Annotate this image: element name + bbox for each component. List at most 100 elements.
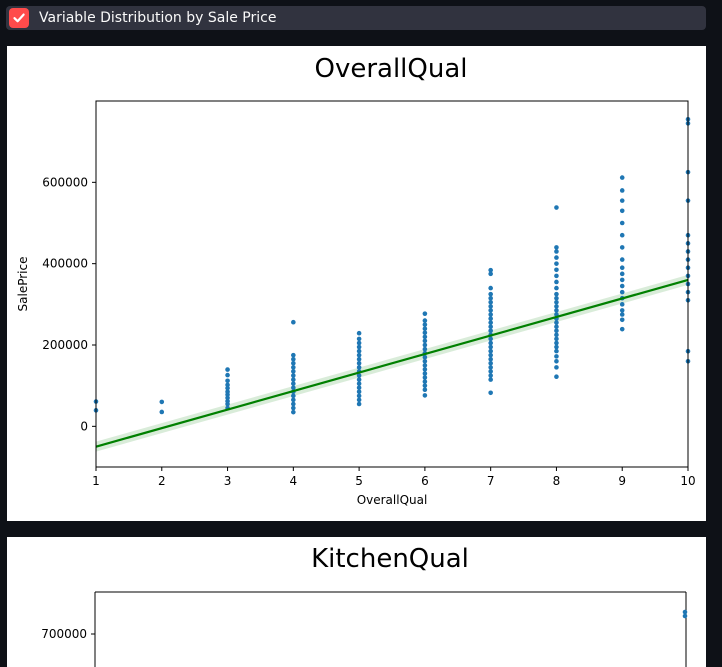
scatter-point xyxy=(291,377,296,382)
x-tick-label: 8 xyxy=(553,474,561,488)
scatter-point xyxy=(159,399,165,405)
overallqual-chart: OverallQual 1 2 3 4 5 6 7 8 9 10 0 200000 400000 60000… xyxy=(16,54,696,507)
scatter-point xyxy=(422,318,428,323)
scatter-point xyxy=(554,267,559,273)
scatter-point xyxy=(619,257,625,262)
scatter-point xyxy=(422,330,428,336)
scatter-point xyxy=(554,348,559,354)
scatter-point xyxy=(225,367,230,372)
x-axis-label: OverallQual xyxy=(357,493,428,507)
x-tick-label: 10 xyxy=(680,474,695,488)
x-tick-label: 6 xyxy=(421,474,429,488)
scatter-point xyxy=(488,348,493,354)
y-tick-label: 700000 xyxy=(41,627,87,641)
scatter-point xyxy=(619,326,625,332)
scatter-point xyxy=(554,358,559,364)
scatter-point xyxy=(488,328,493,334)
scatter-point xyxy=(554,295,559,301)
scatter-point xyxy=(356,361,362,366)
checkbox-checked-icon[interactable] xyxy=(9,8,29,28)
y-tick-label: 600000 xyxy=(42,175,88,189)
scatter-point xyxy=(619,188,625,193)
scatter-point xyxy=(488,300,493,305)
scatter-point xyxy=(356,344,362,350)
scatter-point xyxy=(488,312,493,317)
scatter-point xyxy=(619,308,625,313)
scatter-point xyxy=(488,373,493,378)
scatter-point xyxy=(554,261,559,266)
scatter-point xyxy=(291,385,296,391)
scatter-point xyxy=(291,397,296,403)
chart-title: OverallQual xyxy=(314,54,467,84)
scatter-point xyxy=(554,365,559,370)
x-tick-label: 4 xyxy=(290,474,298,488)
scatter-point xyxy=(291,361,296,366)
scatter-point xyxy=(422,311,428,316)
scatter-point xyxy=(356,401,362,407)
x-tick-label: 3 xyxy=(224,474,232,488)
scatter-point xyxy=(356,381,362,386)
scatter-point xyxy=(619,277,625,283)
scatter-point xyxy=(554,279,559,285)
scatter-point xyxy=(554,249,559,254)
y-axis-label: SalePrice xyxy=(16,257,30,312)
kitchenqual-chart-panel: KitchenQual 700000 xyxy=(7,537,706,667)
x-tick-label: 5 xyxy=(355,474,363,488)
scatter-point xyxy=(619,208,625,214)
scatter-point xyxy=(488,271,493,277)
scatter-point xyxy=(682,613,688,619)
kitchenqual-chart: KitchenQual 700000 xyxy=(41,544,688,667)
scatter-point xyxy=(554,340,559,346)
plot-frame xyxy=(95,100,689,468)
scatter-point xyxy=(554,285,559,291)
y-tick-label: 200000 xyxy=(42,338,88,352)
scatter-point xyxy=(291,409,296,415)
scatter-point xyxy=(619,302,625,307)
scatter-point xyxy=(554,336,559,342)
scatter-point xyxy=(356,397,362,403)
scatter-point xyxy=(225,378,230,384)
scatter-point xyxy=(356,393,362,399)
scatter-point xyxy=(488,356,493,362)
scatter-point xyxy=(488,340,493,346)
scatter-point xyxy=(225,389,230,395)
x-tick-label: 9 xyxy=(618,474,626,488)
scatter-point xyxy=(619,271,625,277)
scatter-point xyxy=(422,326,428,332)
regression-line xyxy=(95,278,689,448)
scatter-point xyxy=(159,409,165,415)
variable-distribution-checkbox[interactable]: Variable Distribution by Sale Price xyxy=(6,6,706,30)
scatter-point xyxy=(356,352,362,358)
chart-title: KitchenQual xyxy=(311,544,469,574)
scatter-point xyxy=(291,373,296,378)
scatter-point xyxy=(554,300,559,305)
scatter-point xyxy=(422,371,428,376)
scatter-point xyxy=(488,320,493,325)
scatter-point xyxy=(225,382,230,388)
x-tick-label: 1 xyxy=(92,474,100,488)
scatter-point xyxy=(488,365,493,370)
scatter-point xyxy=(225,372,230,378)
scatter-point xyxy=(225,398,230,404)
scatter-point xyxy=(291,393,296,399)
scatter-point xyxy=(554,374,559,380)
scatter-point xyxy=(422,346,428,352)
scatter-point xyxy=(619,289,625,295)
scatter-point xyxy=(619,198,625,203)
scatter-point xyxy=(554,354,559,359)
scatter-point xyxy=(488,390,493,396)
scatter-point xyxy=(356,365,362,370)
scatter-point xyxy=(488,267,493,273)
scatter-point xyxy=(488,352,493,358)
scatter-point xyxy=(356,377,362,382)
scatter-point xyxy=(291,405,296,411)
scatter-point xyxy=(619,283,625,289)
scatter-point xyxy=(619,220,625,226)
scatter-point xyxy=(488,344,493,350)
scatter-point xyxy=(422,367,428,372)
scatter-point xyxy=(422,393,428,398)
scatter-point xyxy=(488,285,493,291)
scatter-point xyxy=(619,175,625,180)
scatter-point xyxy=(554,308,559,313)
scatter-point xyxy=(619,265,625,271)
